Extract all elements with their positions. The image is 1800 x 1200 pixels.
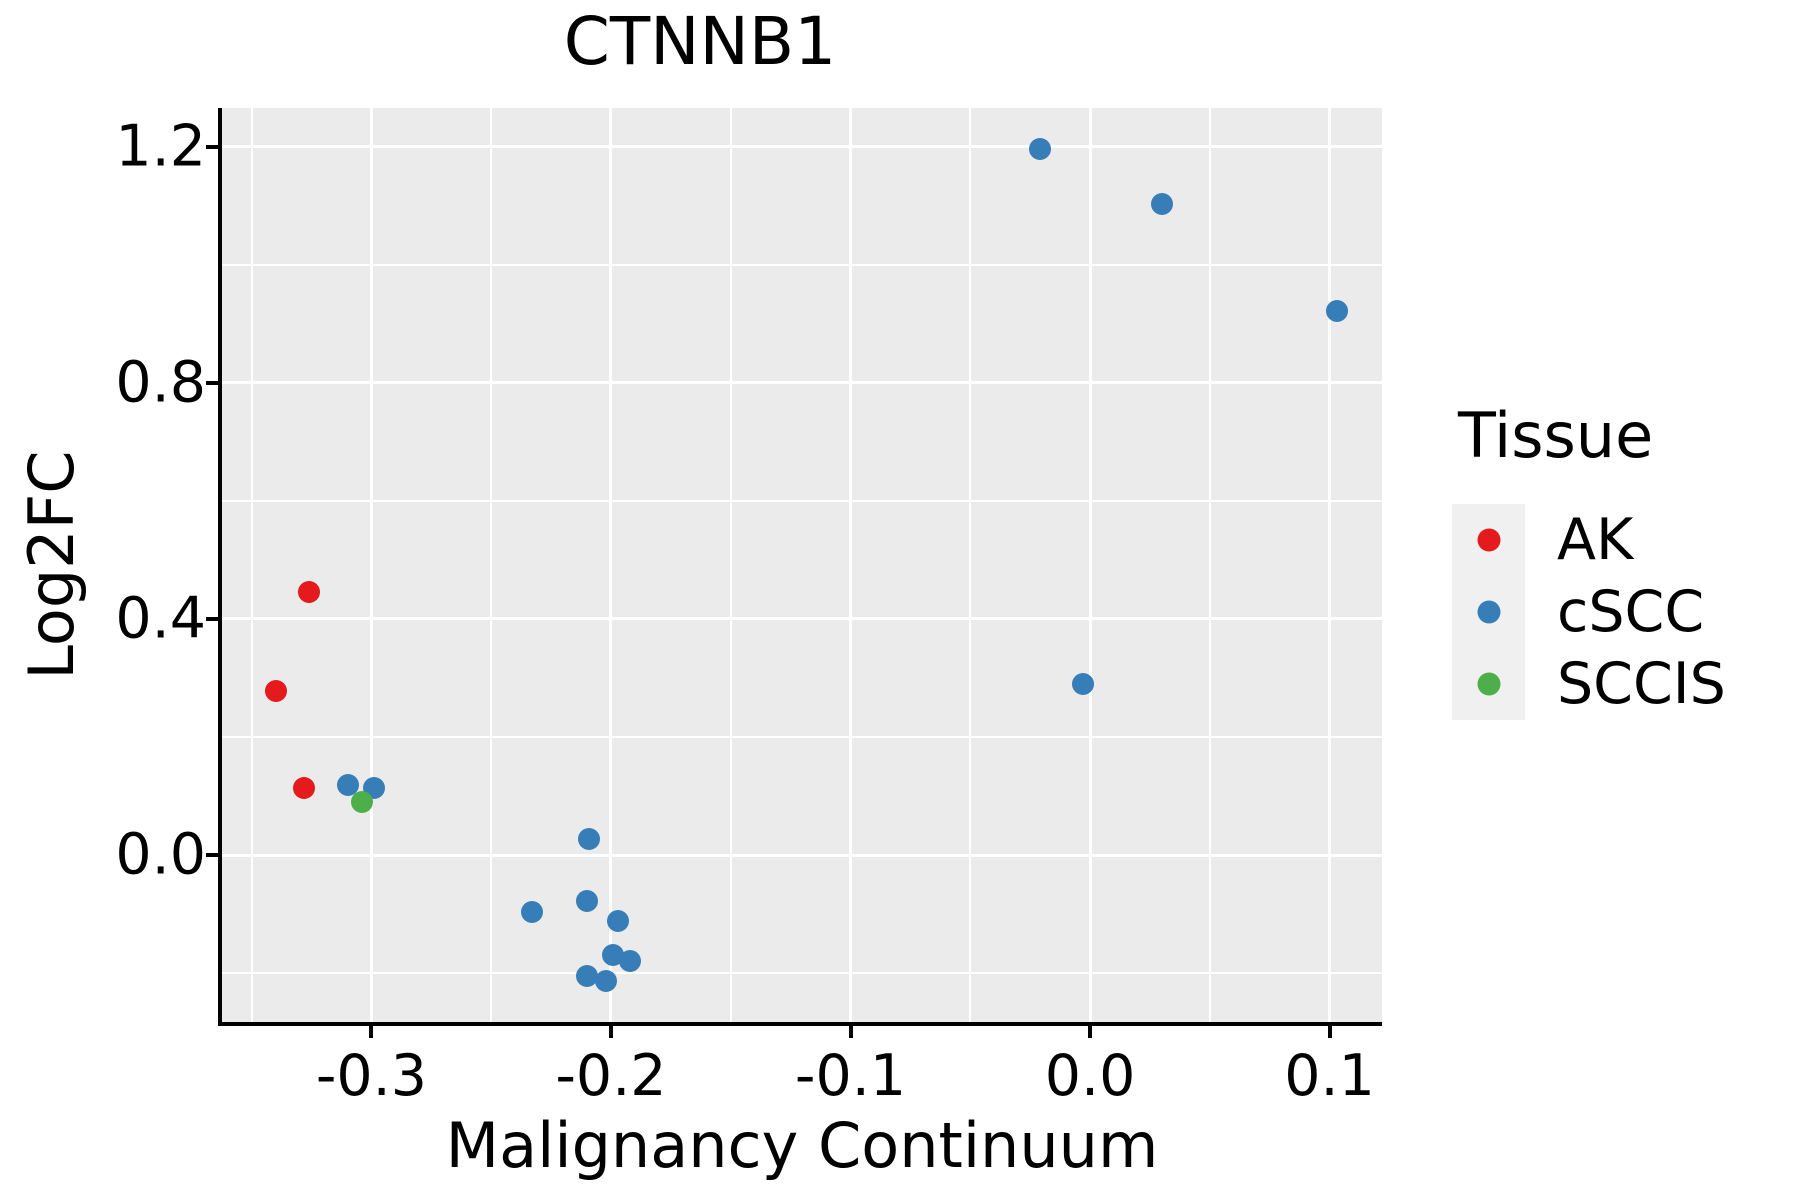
x-tick-label: 0.1 (1284, 1043, 1375, 1109)
gridline-minor-x (490, 108, 493, 1022)
x-axis-line (218, 1022, 1382, 1026)
legend-entry-sccis: SCCIS (1452, 648, 1726, 720)
gridline-minor-y (222, 972, 1382, 975)
legend-entry-ak: AK (1452, 504, 1726, 576)
gridline-minor-x (729, 108, 732, 1022)
legend-label-ak: AK (1557, 506, 1634, 573)
sccis-dot-icon (1477, 672, 1500, 696)
ak-dot-icon (1477, 528, 1500, 552)
legend-label-sccis: SCCIS (1557, 650, 1726, 717)
x-tick-mark (369, 1026, 374, 1038)
data-point-cscc (607, 910, 630, 933)
y-tick-label: 0.8 (115, 349, 206, 416)
data-point-cscc (1028, 137, 1051, 160)
x-tick-mark (1327, 1026, 1332, 1038)
data-point-cscc (336, 773, 359, 796)
y-tick-label: 0.4 (115, 585, 206, 652)
y-axis-line (218, 108, 222, 1026)
legend-key-box (1452, 576, 1525, 648)
data-point-ak (264, 679, 287, 702)
gridline-major-y (222, 617, 1382, 621)
plot-title: CTNNB1 (563, 3, 837, 80)
x-tick-mark (848, 1026, 853, 1038)
data-point-cscc (595, 970, 618, 993)
y-tick-mark (206, 144, 218, 149)
gridline-minor-y (222, 263, 1382, 266)
cscc-dot-icon (1477, 600, 1500, 624)
gridline-minor-x (250, 108, 253, 1022)
y-tick-label: 0.0 (115, 821, 206, 888)
y-tick-mark (206, 380, 218, 385)
data-point-cscc (1325, 299, 1348, 322)
data-point-cscc (576, 890, 599, 913)
data-point-cscc (602, 943, 625, 966)
x-tick-label: -0.3 (315, 1043, 428, 1109)
x-tick-mark (1088, 1026, 1093, 1038)
gridline-minor-x (969, 108, 972, 1022)
x-tick-label: -0.1 (794, 1043, 907, 1109)
gridline-minor-y (222, 499, 1382, 502)
data-point-cscc (520, 901, 543, 924)
y-tick-label: 1.2 (115, 113, 206, 180)
legend: AK cSCC SCCIS (1452, 504, 1726, 720)
gridline-major-x (369, 108, 373, 1022)
x-tick-mark (608, 1026, 613, 1038)
x-axis-title: Malignancy Continuum (445, 1109, 1159, 1182)
legend-label-cscc: cSCC (1557, 578, 1705, 645)
data-point-ak (298, 580, 321, 603)
y-tick-mark (206, 616, 218, 621)
y-tick-mark (206, 853, 218, 857)
gridline-major-y (222, 853, 1382, 857)
data-point-ak (293, 776, 316, 799)
gridline-minor-x (1208, 108, 1211, 1022)
gridline-major-y (222, 381, 1382, 385)
gridline-major-x (1328, 108, 1332, 1022)
gridline-major-x (609, 108, 613, 1022)
data-point-cscc (578, 828, 601, 851)
data-point-cscc (1071, 672, 1094, 695)
gridline-major-x (849, 108, 852, 1022)
x-tick-label: 0.0 (1044, 1043, 1136, 1109)
gridline-major-x (1088, 108, 1092, 1022)
data-point-sccis (350, 790, 373, 813)
legend-key-box (1452, 648, 1525, 720)
data-point-cscc (576, 964, 599, 987)
legend-title: Tissue (1458, 399, 1654, 472)
legend-key-box (1452, 504, 1525, 576)
gridline-minor-y (222, 736, 1382, 738)
plot-panel (222, 108, 1382, 1022)
gridline-major-y (222, 145, 1382, 149)
x-tick-label: -0.2 (555, 1043, 667, 1109)
data-point-cscc (1150, 193, 1173, 216)
legend-entry-cscc: cSCC (1452, 576, 1726, 648)
data-point-cscc (619, 950, 642, 973)
